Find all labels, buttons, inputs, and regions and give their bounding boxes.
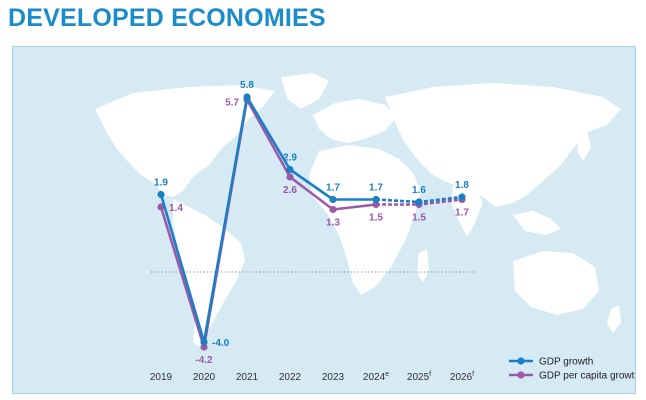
legend-label: GDP growth [539,357,593,368]
world-map-background [95,73,621,347]
map-japan [577,131,591,161]
data-point [415,198,423,206]
data-point [458,193,466,201]
data-point [329,195,337,204]
x-tick-label: 2023 [322,372,345,383]
map-new-zealand [607,305,621,333]
data-point [243,93,251,101]
x-tick-label: 2024e [363,371,389,383]
data-label-gdp-per-capita: 2.6 [283,185,297,196]
legend: GDP growth GDP per capita growth [509,357,636,382]
x-tick-label: 2020 [193,372,216,383]
x-tick-superscript: f [429,371,431,378]
data-label-gdp-per-capita: 1.4 [169,203,183,214]
data-labels-layer: 1.9 1.4 -4.0 -4.2 5.85.7 2.9 2.6 1.7 1.3 1.7 1.5 1.… [154,80,469,366]
map-australia [513,251,599,315]
map-madagascar [417,249,429,283]
chart-panel: 2019 2020 2021 2022 2023 2024e 2025f 2026f 1.9 1… [12,46,636,394]
legend-swatch-marker [517,371,525,379]
data-label-gdp-per-capita: -4.2 [195,355,213,366]
chart-title: DEVELOPED ECONOMIES [8,4,326,32]
data-point [200,343,208,351]
legend-label: GDP per capita growth [539,371,636,382]
data-label-gdp: 1.8 [455,180,469,191]
map-north-america [95,85,275,197]
map-greenland [281,73,329,109]
data-label-gdp-per-capita: 1.5 [412,213,426,224]
chart-svg: 2019 2020 2021 2022 2023 2024e 2025f 2026f 1.91… [95,73,636,383]
data-label-gdp: 2.9 [283,153,297,164]
data-label-gdp-per-capita: 1.3 [326,218,340,229]
data-point [200,338,208,346]
x-tick-label: 2026f [450,371,474,383]
data-point [372,195,380,204]
data-point [286,165,294,174]
series-layer [157,93,466,351]
legend-swatch-marker [517,357,525,365]
data-point [372,200,380,209]
series-line-gdp [159,95,376,344]
map-europe [313,99,397,143]
data-label-gdp-per-capita: 1.5 [369,213,383,224]
map-sea-islands [513,211,561,235]
x-tick-label: 2019 [150,372,173,383]
x-tick-label: 2022 [279,372,302,383]
x-tick-superscript: f [472,371,474,378]
x-axis: 2019 2020 2021 2022 2023 2024e 2025f 2026f [150,371,474,383]
data-point [157,190,165,199]
data-label-gdp: 1.7 [369,183,383,194]
x-tick-label: 2025f [407,371,431,383]
data-label-gdp: 5.8 [240,80,254,91]
map-africa [309,145,421,295]
data-label-gdp-per-capita: 1.7 [455,208,469,219]
data-label-gdp-per-capita: 5.7 [225,98,239,109]
data-point [286,173,294,181]
data-label-gdp: 1.7 [326,183,340,194]
series-line-gdp-per-capita [159,98,377,349]
data-label-gdp: 1.6 [412,185,426,196]
x-tick-label: 2021 [236,372,259,383]
map-south-america [173,199,245,347]
data-label-gdp: 1.9 [154,178,168,189]
data-label-gdp: -4.0 [212,338,230,349]
x-tick-superscript: e [385,371,389,378]
data-point [329,205,337,214]
map-asia [385,83,621,207]
